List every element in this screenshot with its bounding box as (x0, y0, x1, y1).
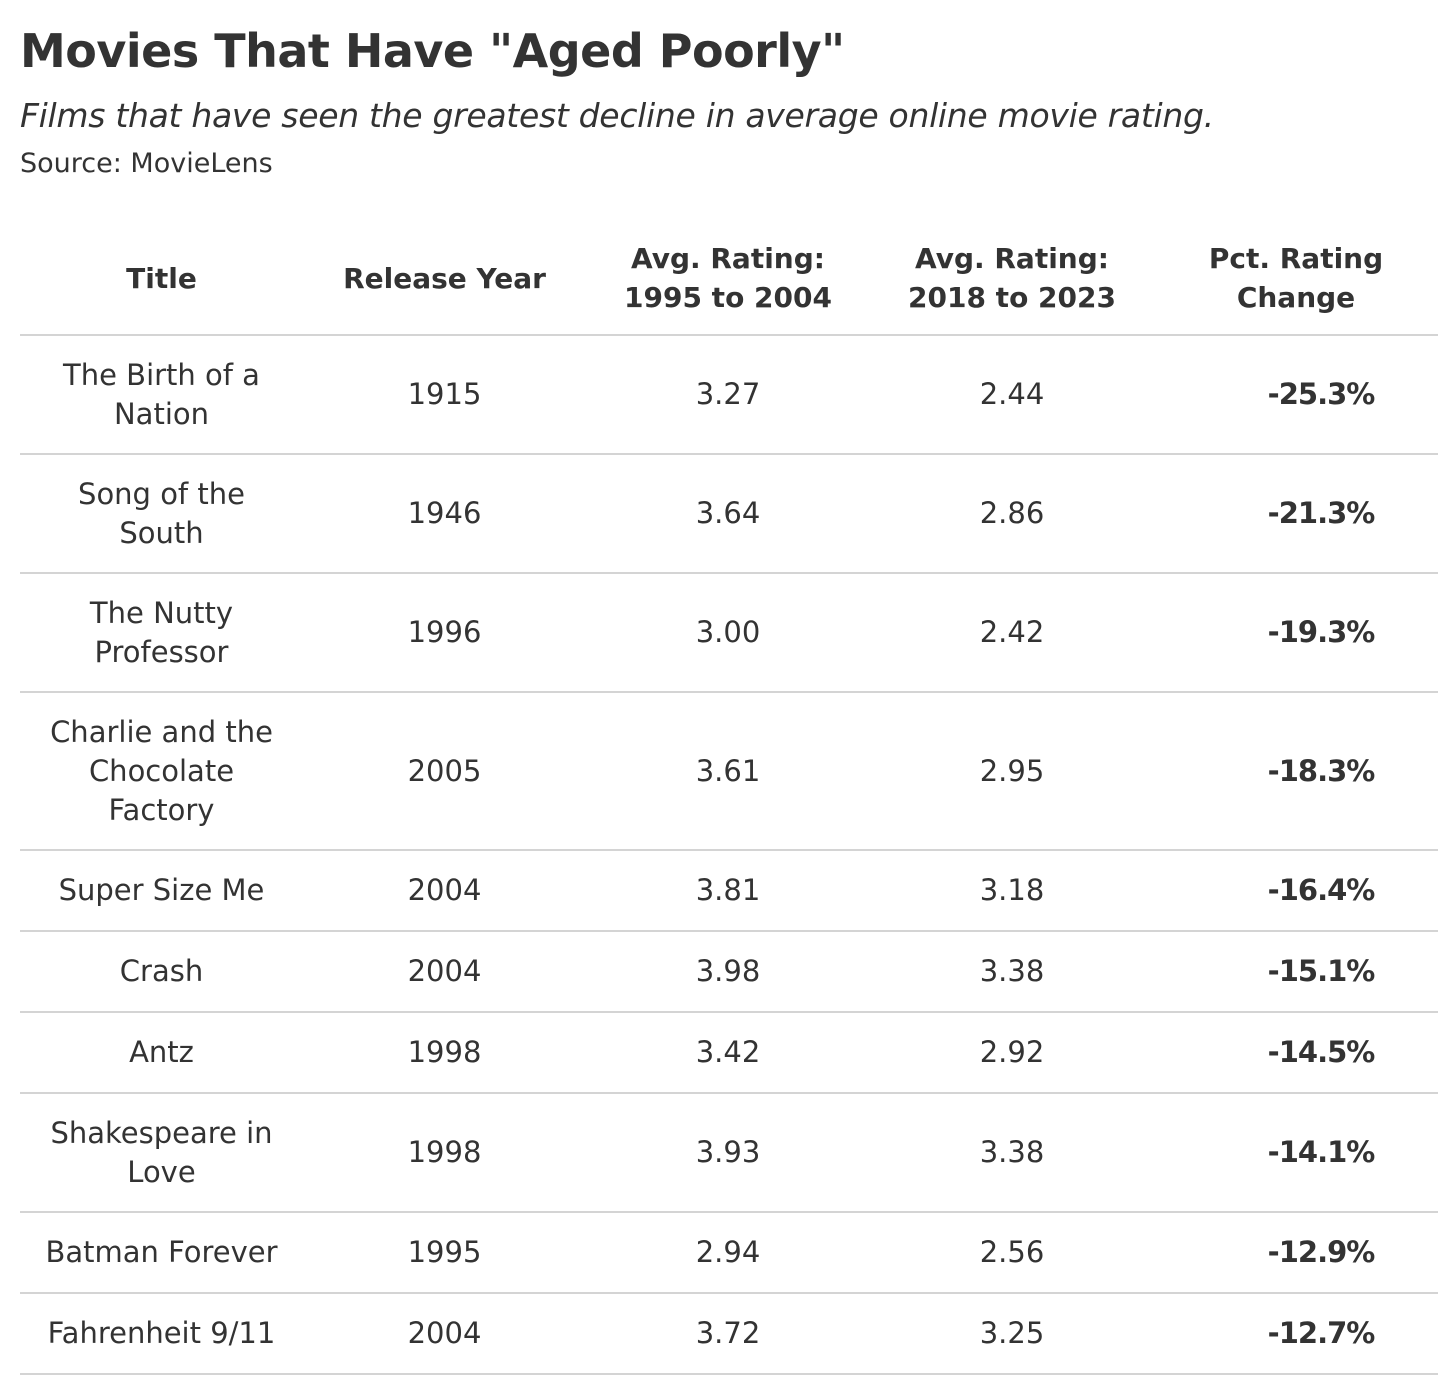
cell-title-line: Love (127, 1154, 196, 1189)
cell-rating-2018-2023: 2.92 (870, 1012, 1154, 1094)
column-header-line: Avg. Rating: (915, 242, 1109, 275)
cell-release-year: 2004 (303, 931, 586, 1013)
table-row: Shakespeare in Love 1998 3.93 3.38 -14.1% (20, 1093, 1438, 1213)
cell-rating-2018-2023: 2.86 (870, 454, 1154, 574)
cell-rating-2018-2023: 2.42 (870, 573, 1154, 693)
table-body: The Birth of a Nation 1915 3.27 2.44 -25.3% So… (20, 335, 1438, 1375)
column-header-rating-2018-2023: Avg. Rating: 2018 to 2023 (870, 222, 1154, 336)
cell-title: Batman Forever (20, 1212, 303, 1294)
cell-title-line: Crash (119, 954, 204, 988)
table-row: The Birth of a Nation 1915 3.27 2.44 -25.3% (20, 335, 1438, 455)
cell-title-line: Professor (94, 634, 229, 669)
table-row: Crash 2004 3.98 3.38 -15.1% (20, 931, 1438, 1013)
cell-release-year: 2004 (303, 850, 586, 932)
ratings-table: Title Release Year Avg. Rating: 1995 to 200… (20, 222, 1438, 1375)
column-header-line: Avg. Rating: (631, 242, 825, 275)
cell-pct-change: -18.3% (1154, 692, 1438, 851)
cell-rating-2018-2023: 3.38 (870, 1093, 1154, 1213)
cell-rating-1995-2004: 3.98 (586, 931, 870, 1013)
cell-rating-2018-2023: 3.38 (870, 931, 1154, 1013)
cell-title: Crash (20, 931, 303, 1013)
cell-rating-1995-2004: 3.00 (586, 573, 870, 693)
cell-rating-2018-2023: 3.25 (870, 1293, 1154, 1375)
cell-title-line: The Nutty (89, 595, 234, 630)
cell-rating-1995-2004: 3.27 (586, 335, 870, 455)
cell-pct-change: -19.3% (1154, 573, 1438, 693)
cell-title-line: Charlie and the (50, 714, 273, 749)
cell-release-year: 1996 (303, 573, 586, 693)
header-row: Title Release Year Avg. Rating: 1995 to 200… (20, 222, 1438, 336)
cell-title: Charlie and the Chocolate Factory (20, 692, 303, 851)
chart-title: Movies That Have "Aged Poorly" (20, 24, 845, 78)
cell-pct-change: -12.7% (1154, 1293, 1438, 1375)
cell-pct-change: -12.9% (1154, 1212, 1438, 1294)
cell-title-line: Super Size Me (58, 873, 265, 907)
cell-pct-change: -14.5% (1154, 1012, 1438, 1094)
cell-title-line: The Birth of a (63, 357, 260, 392)
table-row: Antz 1998 3.42 2.92 -14.5% (20, 1012, 1438, 1094)
cell-rating-2018-2023: 3.18 (870, 850, 1154, 932)
cell-title-line: South (119, 515, 204, 550)
cell-title-line: Chocolate (88, 753, 235, 788)
cell-title-line: Antz (129, 1035, 194, 1069)
table-header: Title Release Year Avg. Rating: 1995 to 200… (20, 222, 1438, 336)
column-header-line: Title (126, 261, 197, 295)
cell-release-year: 2004 (303, 1293, 586, 1375)
cell-rating-1995-2004: 3.81 (586, 850, 870, 932)
cell-release-year: 1946 (303, 454, 586, 574)
column-header-pct-change: Pct. Rating Change (1154, 222, 1438, 336)
chart-subtitle: Films that have seen the greatest declin… (20, 96, 1214, 135)
cell-rating-1995-2004: 3.42 (586, 1012, 870, 1094)
cell-title-line: Batman Forever (45, 1235, 278, 1269)
column-header-line: 2018 to 2023 (908, 281, 1116, 314)
cell-release-year: 1995 (303, 1212, 586, 1294)
cell-rating-1995-2004: 2.94 (586, 1212, 870, 1294)
cell-title-line: Shakespeare in (50, 1115, 273, 1150)
cell-rating-1995-2004: 3.93 (586, 1093, 870, 1213)
cell-title: The Birth of a Nation (20, 335, 303, 455)
cell-title: Antz (20, 1012, 303, 1094)
cell-title: Fahrenheit 9/11 (20, 1293, 303, 1375)
cell-release-year: 2005 (303, 692, 586, 851)
cell-release-year: 1998 (303, 1093, 586, 1213)
column-header-line: 1995 to 2004 (624, 281, 832, 314)
cell-title-line: Song of the (78, 476, 245, 511)
cell-title: The Nutty Professor (20, 573, 303, 693)
cell-title: Shakespeare in Love (20, 1093, 303, 1213)
cell-rating-1995-2004: 3.61 (586, 692, 870, 851)
chart-container: Movies That Have "Aged Poorly" Films tha… (20, 22, 1438, 1375)
cell-rating-2018-2023: 2.95 (870, 692, 1154, 851)
table-row: Charlie and the Chocolate Factory 2005 3.61 2… (20, 692, 1438, 851)
column-header-line: Release Year (343, 261, 546, 295)
column-header-title: Title (20, 222, 303, 336)
cell-pct-change: -21.3% (1154, 454, 1438, 574)
cell-pct-change: -14.1% (1154, 1093, 1438, 1213)
table-row: Fahrenheit 9/11 2004 3.72 3.25 -12.7% (20, 1293, 1438, 1375)
cell-rating-1995-2004: 3.64 (586, 454, 870, 574)
cell-title: Song of the South (20, 454, 303, 574)
cell-release-year: 1915 (303, 335, 586, 455)
table-row: The Nutty Professor 1996 3.00 2.42 -19.3% (20, 573, 1438, 693)
cell-pct-change: -15.1% (1154, 931, 1438, 1013)
column-header-release-year: Release Year (303, 222, 586, 336)
cell-pct-change: -25.3% (1154, 335, 1438, 455)
cell-title: Super Size Me (20, 850, 303, 932)
chart-source: Source: MovieLens (20, 148, 273, 179)
cell-rating-2018-2023: 2.56 (870, 1212, 1154, 1294)
cell-rating-2018-2023: 2.44 (870, 335, 1154, 455)
cell-release-year: 1998 (303, 1012, 586, 1094)
cell-title-line: Nation (113, 396, 209, 431)
cell-title-line: Fahrenheit 9/11 (47, 1316, 276, 1350)
cell-pct-change: -16.4% (1154, 850, 1438, 932)
cell-title-line: Factory (108, 792, 215, 827)
column-header-line: Pct. Rating (1208, 242, 1384, 275)
column-header-line: Change (1236, 281, 1356, 314)
table-row: Super Size Me 2004 3.81 3.18 -16.4% (20, 850, 1438, 932)
table-row: Batman Forever 1995 2.94 2.56 -12.9% (20, 1212, 1438, 1294)
table-row: Song of the South 1946 3.64 2.86 -21.3% (20, 454, 1438, 574)
column-header-rating-1995-2004: Avg. Rating: 1995 to 2004 (586, 222, 870, 336)
cell-rating-1995-2004: 3.72 (586, 1293, 870, 1375)
